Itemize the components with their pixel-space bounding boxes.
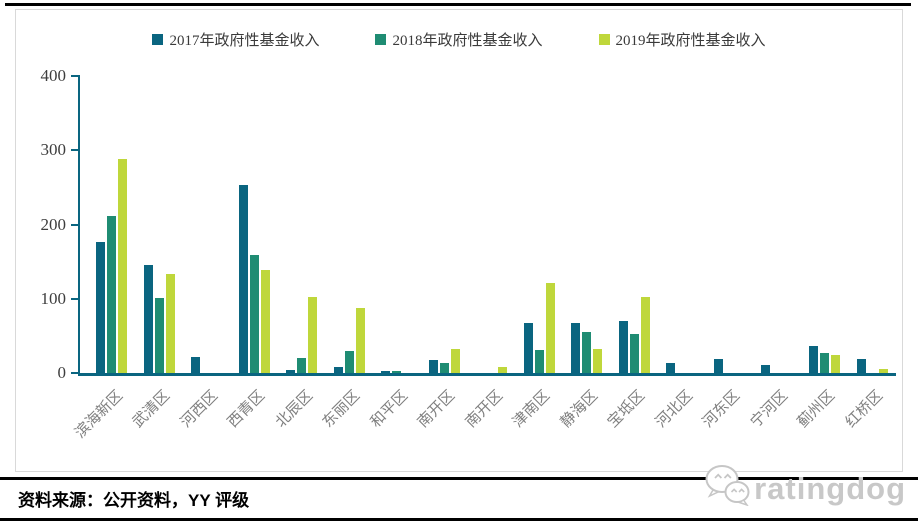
bar bbox=[260, 269, 270, 373]
bar-group: 津南区 bbox=[510, 76, 555, 431]
legend-item: 2017年政府性基金收入 bbox=[152, 29, 319, 50]
chart-legend: 2017年政府性基金收入 2018年政府性基金收入 2019年政府性基金收入 bbox=[16, 29, 902, 50]
y-axis-tick bbox=[71, 372, 80, 374]
y-axis-tick bbox=[71, 297, 80, 300]
bar bbox=[165, 273, 175, 373]
bar bbox=[118, 159, 128, 373]
y-axis-tick bbox=[71, 75, 80, 77]
legend-label: 2017年政府性基金收入 bbox=[169, 33, 320, 49]
footer-divider-bottom bbox=[0, 518, 918, 521]
bar bbox=[534, 349, 544, 373]
bar-group: 南开区 bbox=[463, 76, 508, 431]
y-axis-tick-label: 200 bbox=[40, 214, 67, 234]
bar-group: 河北区 bbox=[653, 76, 697, 431]
bar bbox=[238, 185, 248, 373]
legend-label: 2019年政府性基金收入 bbox=[615, 33, 766, 49]
legend-label: 2018年政府性基金收入 bbox=[392, 33, 543, 49]
legend-swatch-icon bbox=[152, 34, 164, 45]
source-note: 资料来源：公开资料，YY 评级 bbox=[18, 491, 250, 510]
y-axis-tick-label: 100 bbox=[40, 288, 67, 308]
bar bbox=[249, 254, 259, 373]
bar bbox=[618, 321, 628, 373]
bar bbox=[107, 216, 117, 373]
bar-group: 静海区 bbox=[558, 76, 603, 431]
bar-group: 河西区 bbox=[178, 76, 222, 431]
y-axis-tick bbox=[71, 149, 80, 152]
chart-container: 2017年政府性基金收入 2018年政府性基金收入 2019年政府性基金收入 bbox=[15, 9, 903, 472]
bar bbox=[297, 358, 307, 373]
ratingdog-logo: ratingdog bbox=[704, 464, 906, 506]
bar bbox=[355, 308, 365, 373]
bar-group: 东丽区 bbox=[320, 76, 365, 431]
top-divider bbox=[5, 3, 911, 6]
bar-group: 和平区 bbox=[368, 76, 412, 431]
bar bbox=[830, 355, 840, 373]
legend-item: 2018年政府性基金收入 bbox=[375, 29, 543, 50]
bar-group: 宁河区 bbox=[748, 76, 792, 431]
bar bbox=[593, 348, 603, 373]
y-axis-tick-label: 400 bbox=[40, 66, 67, 85]
bar bbox=[333, 367, 343, 373]
bar-group: 武清区 bbox=[130, 76, 175, 431]
bar bbox=[761, 364, 771, 373]
y-axis-tick-label: 300 bbox=[40, 140, 67, 160]
bar bbox=[308, 297, 318, 373]
bar bbox=[143, 264, 153, 373]
bar bbox=[582, 332, 592, 373]
bar bbox=[381, 370, 391, 373]
bar bbox=[808, 345, 818, 373]
bar bbox=[640, 296, 650, 373]
bar bbox=[629, 333, 639, 373]
bar bbox=[666, 363, 676, 373]
logo-wordmark: ratingdog bbox=[754, 471, 906, 506]
bar bbox=[545, 283, 555, 373]
bar bbox=[96, 242, 106, 373]
legend-swatch-icon bbox=[598, 34, 610, 45]
bar bbox=[154, 298, 164, 373]
legend-item: 2019年政府性基金收入 bbox=[598, 29, 766, 50]
bar-group: 北辰区 bbox=[273, 76, 318, 431]
bar-group: 南开区 bbox=[415, 76, 460, 431]
bar bbox=[878, 369, 888, 373]
bar bbox=[191, 356, 201, 373]
bar-chart-plot: 滨海新区 武清区 河西区 西青区 北辰区 东丽区 和平区 南开区 南开区 津南区 静海区 宝坻区 河北区… bbox=[41, 67, 896, 442]
footer-divider-top bbox=[0, 477, 918, 480]
y-axis-tick-label: 0 bbox=[57, 363, 67, 382]
bar bbox=[450, 349, 460, 373]
bar bbox=[856, 358, 866, 373]
bar-group: 红桥区 bbox=[843, 76, 888, 431]
bar bbox=[713, 358, 723, 373]
bar bbox=[428, 359, 438, 373]
bar-group: 西青区 bbox=[225, 76, 270, 431]
wechat-bubbles-icon bbox=[705, 465, 750, 506]
bar-group: 宝坻区 bbox=[605, 76, 650, 431]
bar-groups: 滨海新区 武清区 河西区 西青区 北辰区 东丽区 和平区 南开区 南开区 津南区 静海区 宝坻区 河北区… bbox=[72, 76, 896, 442]
bar bbox=[523, 323, 533, 373]
bar bbox=[439, 362, 449, 373]
bar-group: 蓟州区 bbox=[795, 76, 840, 431]
y-axis-tick bbox=[71, 223, 80, 226]
bar-group: 滨海新区 bbox=[72, 76, 128, 442]
bar bbox=[286, 370, 296, 373]
bar bbox=[392, 370, 402, 373]
bar bbox=[571, 323, 581, 373]
legend-swatch-icon bbox=[375, 34, 387, 45]
bar-group: 河东区 bbox=[700, 76, 745, 431]
bar bbox=[344, 350, 354, 373]
bar bbox=[819, 352, 829, 373]
bar bbox=[498, 367, 508, 373]
